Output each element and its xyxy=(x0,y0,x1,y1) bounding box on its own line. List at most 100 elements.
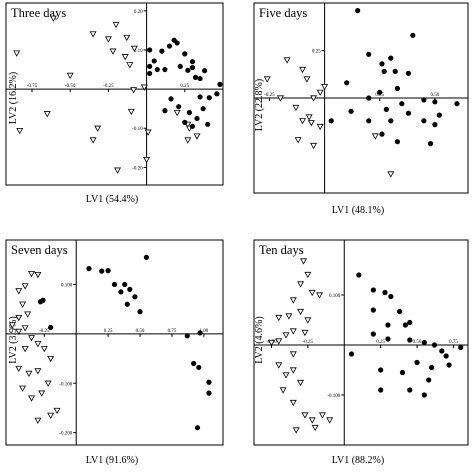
data-point-circle xyxy=(414,359,420,366)
data-point-circle xyxy=(388,293,394,300)
data-point-circle xyxy=(162,66,168,73)
data-point-triangle xyxy=(15,314,23,322)
data-point-circle xyxy=(122,281,128,288)
data-point-triangle xyxy=(16,127,24,135)
x-tick-label: 0.75 xyxy=(449,340,458,345)
data-point-triangle xyxy=(308,417,316,424)
data-point-circle xyxy=(426,377,432,383)
data-point-triangle xyxy=(316,292,323,299)
data-point-triangle xyxy=(43,111,51,118)
x-tick-label: 1.00 xyxy=(199,329,208,334)
data-point-triangle xyxy=(38,390,46,397)
x-tick-label: 0.75 xyxy=(168,329,177,334)
data-point-circle xyxy=(191,360,197,367)
y-tick-label: 0.10 xyxy=(134,49,143,54)
data-point-circle xyxy=(197,94,203,100)
data-point-circle xyxy=(197,75,203,82)
data-point-circle xyxy=(432,122,438,128)
data-point-circle xyxy=(421,339,427,346)
data-point-circle xyxy=(40,297,46,303)
y-axis-label: LV2 (4.6%) xyxy=(254,316,265,363)
data-point-triangle xyxy=(299,118,307,125)
plot-frame xyxy=(5,2,224,186)
data-point-triangle xyxy=(140,84,148,91)
data-point-circle xyxy=(378,387,384,393)
data-point-circle xyxy=(189,123,196,129)
x-tick-label: -0.25 xyxy=(264,93,275,98)
data-point-triangle xyxy=(130,45,138,53)
data-point-triangle xyxy=(123,34,131,42)
x-tick-label: -0.75 xyxy=(27,84,38,89)
data-point-triangle xyxy=(275,362,283,369)
data-point-circle xyxy=(166,43,173,49)
data-point-triangle xyxy=(130,87,138,94)
x-tick-label: 0.50 xyxy=(431,93,440,98)
data-point-circle xyxy=(381,68,387,74)
data-point-triangle xyxy=(289,297,297,304)
data-point-triangle xyxy=(387,171,395,178)
x-tick-label: 0.50 xyxy=(413,340,422,345)
plot-frame xyxy=(5,239,224,446)
data-point-circle xyxy=(189,59,196,65)
data-point-circle xyxy=(407,387,413,393)
data-point-circle xyxy=(385,336,391,342)
data-point-triangle xyxy=(15,288,23,295)
data-point-triangle xyxy=(307,120,315,127)
data-point-circle xyxy=(382,289,388,296)
x-tick-label: 0.25 xyxy=(180,84,189,89)
data-point-triangle xyxy=(279,387,287,394)
data-point-circle xyxy=(137,309,143,315)
y-tick-label: 0.25 xyxy=(312,50,321,55)
data-point-triangle xyxy=(109,48,117,55)
data-point-triangle xyxy=(89,137,97,144)
data-point-triangle xyxy=(112,21,120,29)
data-point-triangle xyxy=(308,289,316,297)
data-point-circle xyxy=(405,70,412,76)
data-point-triangle xyxy=(25,370,33,377)
panel-title: Three days xyxy=(11,6,66,20)
data-point-triangle xyxy=(267,339,275,347)
data-point-triangle xyxy=(326,417,334,424)
data-point-triangle xyxy=(21,325,29,332)
data-point-circle xyxy=(118,289,124,295)
y-axis-label: LV2 (16.2%) xyxy=(8,72,19,124)
panel-five-days: -0.25 0.25 0.50 0.25 Five days LV1 (48.1%) LV2… xyxy=(253,2,469,216)
x-axis-label: LV1 (91.6%) xyxy=(86,455,138,466)
data-point-triangle xyxy=(303,76,311,83)
data-point-circle xyxy=(402,322,409,328)
data-point-triangle xyxy=(289,328,297,335)
x-axis-label: LV1 (48.1%) xyxy=(332,205,384,216)
data-point-circle xyxy=(399,101,405,107)
data-point-circle xyxy=(176,104,182,110)
data-point-triangle xyxy=(275,314,283,322)
data-point-triangle xyxy=(301,412,309,419)
data-point-circle xyxy=(377,89,383,95)
data-point-circle xyxy=(206,379,212,385)
data-point-triangle xyxy=(316,89,324,96)
y-tick-label: 0.100 xyxy=(329,294,341,299)
x-tick-label: 0.25 xyxy=(104,329,113,334)
data-point-triangle xyxy=(304,317,312,324)
data-point-circle xyxy=(184,333,190,339)
data-point-triangle xyxy=(143,156,151,164)
data-point-triangle xyxy=(310,142,318,150)
data-point-circle xyxy=(177,63,183,70)
data-point-circle xyxy=(182,119,188,125)
data-point-circle xyxy=(370,287,376,293)
x-tick-label: -0.25 xyxy=(303,340,314,345)
data-point-circle xyxy=(194,115,200,122)
data-point-circle xyxy=(194,425,201,431)
data-point-circle xyxy=(217,81,223,88)
data-point-circle xyxy=(396,308,403,315)
data-point-circle xyxy=(200,106,206,112)
data-point-triangle xyxy=(127,108,135,116)
data-point-circle xyxy=(168,96,174,102)
data-point-circle xyxy=(378,367,384,373)
data-point-circle xyxy=(388,118,394,124)
data-point-triangle xyxy=(310,95,318,102)
data-point-circle xyxy=(206,390,212,396)
y-tick-label: -0.20 xyxy=(132,166,143,171)
data-point-circle xyxy=(111,281,118,288)
data-point-triangle xyxy=(21,346,29,353)
data-point-triangle xyxy=(8,322,16,329)
